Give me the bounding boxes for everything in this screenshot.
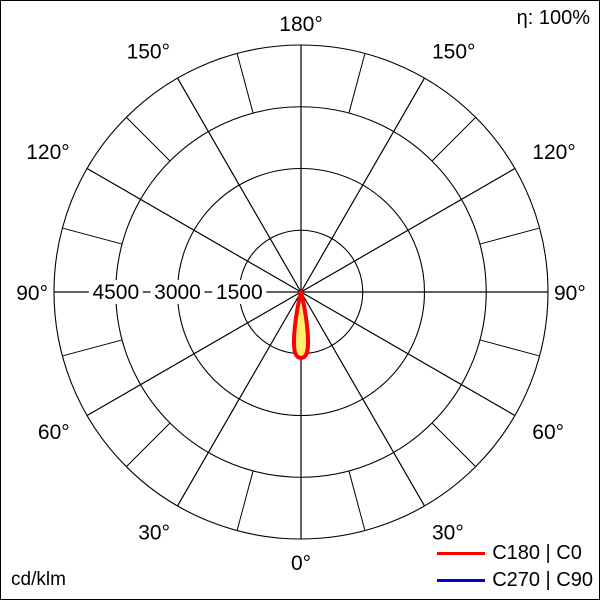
- radial-tick-3000: 3000: [154, 281, 201, 304]
- angle-label-0-l: 0°: [291, 552, 311, 575]
- legend: C180 | C0 C270 | C90: [437, 541, 593, 593]
- grid-spoke-minor: [125, 116, 171, 162]
- angle-label-120-r: 120°: [26, 141, 69, 164]
- grid-spoke-minor: [62, 339, 123, 357]
- radial-tick-bg-3000: [150, 280, 205, 304]
- grid-ring-6000: [53, 44, 549, 540]
- angle-label-120-l: 120°: [532, 141, 575, 164]
- grid-spoke-minor: [62, 227, 123, 245]
- angle-label-60-l: 60°: [532, 421, 564, 444]
- grid-spoke-minor: [236, 470, 254, 531]
- grid-spoke-minor: [479, 339, 540, 357]
- legend-swatch-c180-c0: [437, 552, 486, 555]
- angle-label-150-l: 150°: [432, 41, 475, 64]
- unit-label: cd/klm: [11, 569, 66, 590]
- legend-label-c180-c0: C180 | C0: [492, 542, 582, 564]
- legend-item-c180-c0[interactable]: C180 | C0: [437, 541, 582, 566]
- grid-spoke-minor: [348, 470, 366, 531]
- radial-tick-labels: 1500 3000 4500: [88, 280, 267, 304]
- angle-labels: 0° 30° 60° 90° 120° 150° 180° 150° 120° 90° 60° 30°: [16, 13, 586, 575]
- grid-spoke-minor: [236, 53, 254, 114]
- legend-label-c270-c90: C270 | C90: [492, 569, 593, 591]
- angle-label-30-l: 30°: [432, 521, 464, 544]
- radial-tick-4500: 4500: [92, 281, 139, 304]
- radial-tick-bg-4500: [88, 280, 143, 304]
- angle-label-60-r: 60°: [38, 421, 70, 444]
- angle-label-90-r: 90°: [16, 282, 48, 305]
- angle-label-30-r: 30°: [138, 521, 170, 544]
- radial-tick-bg-1500: [212, 280, 267, 304]
- efficiency-label: η: 100%: [516, 7, 590, 29]
- grid-spoke-minor: [431, 116, 477, 162]
- curves: [291, 290, 311, 360]
- legend-item-c270-c90[interactable]: C270 | C90: [437, 568, 593, 593]
- grid-spoke-minor: [431, 422, 477, 468]
- grid-spoke-minor: [479, 227, 540, 245]
- angle-label-180-l: 180°: [279, 13, 322, 36]
- grid-spoke-minor: [125, 422, 171, 468]
- legend-swatch-c270-c90: [437, 579, 486, 582]
- curve-c180-c0: [291, 290, 311, 360]
- radial-tick-1500: 1500: [216, 281, 263, 304]
- angle-label-150-r: 150°: [127, 41, 170, 64]
- angle-label-90-l: 90°: [554, 282, 586, 305]
- polar-grid: [53, 44, 549, 540]
- grid-spoke-minor: [348, 53, 366, 114]
